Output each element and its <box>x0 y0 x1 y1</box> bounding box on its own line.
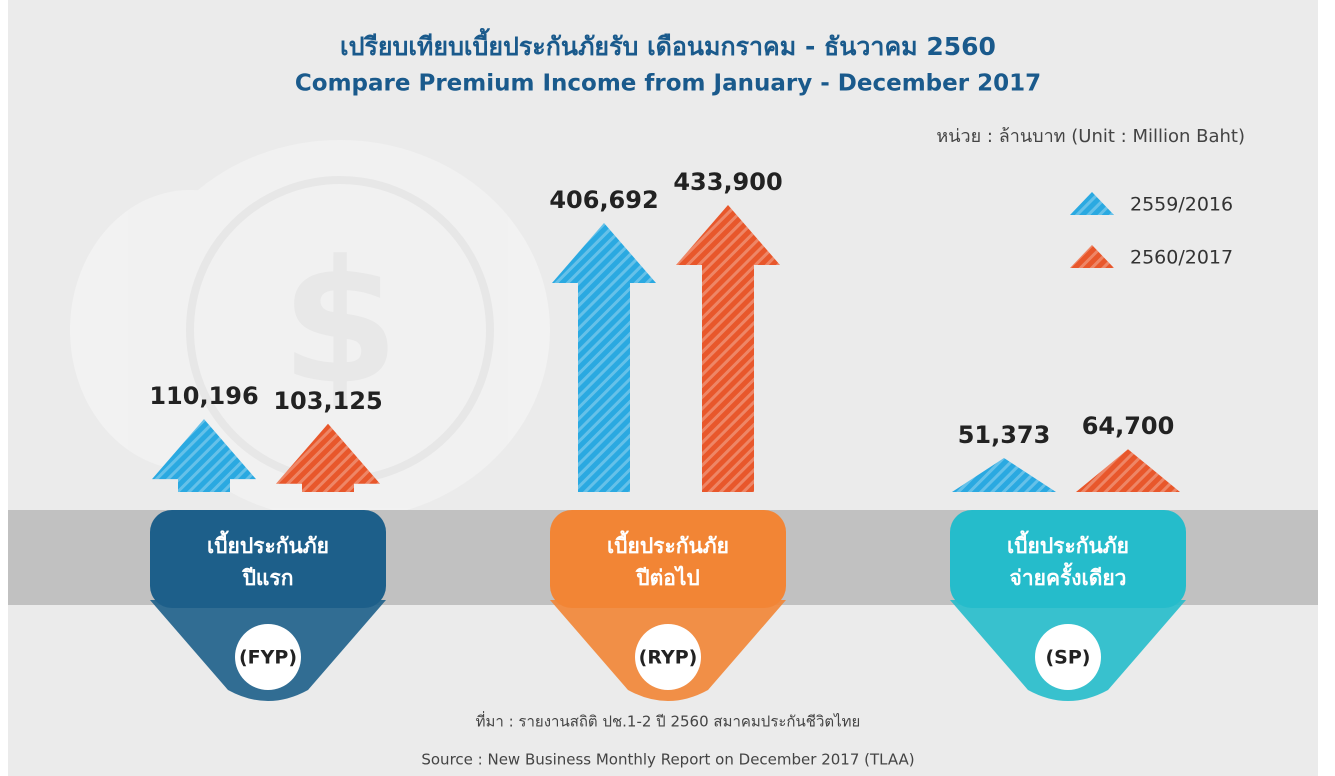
category-description: จ่ายครั้งเดียว <box>1010 562 1127 590</box>
category-description: เบี้ยประกันภัย <box>207 530 329 558</box>
legend-label: 2560/2017 <box>1130 247 1233 269</box>
value-label: 51,373 <box>958 421 1051 449</box>
category-description: เบี้ยประกันภัย <box>607 530 729 558</box>
legend-label: 2559/2016 <box>1130 194 1233 216</box>
source: ที่มา : รายงานสถิติ ปช.1-2 ปี 2560 สมาคม… <box>476 711 861 731</box>
value-label: 64,700 <box>1082 412 1175 440</box>
category-box <box>150 510 386 608</box>
chart: $ เปรียบเทียบเบี้ยประกันภัยรับ เดือนมกรา… <box>0 0 1335 776</box>
category-box <box>550 510 786 608</box>
value-label: 433,900 <box>673 168 782 196</box>
unit-note: หน่วย : ล้านบาท (Unit : Million Baht) <box>936 126 1245 147</box>
value-label: 406,692 <box>549 186 658 214</box>
category-box <box>950 510 1186 608</box>
category-description: ปีต่อไป <box>635 565 700 590</box>
source-en: Source : New Business Monthly Report on … <box>421 751 914 769</box>
category-description: ปีแรก <box>241 566 294 590</box>
chart-subtitle: Compare Premium Income from January - De… <box>295 71 1041 97</box>
category-label: (SP) <box>1046 647 1091 669</box>
category-label: (RYP) <box>639 647 698 669</box>
value-label: 110,196 <box>149 382 258 410</box>
value-label: 103,125 <box>273 387 382 415</box>
category-description: เบี้ยประกันภัย <box>1007 530 1129 558</box>
chart-title: เปรียบเทียบเบี้ยประกันภัยรับ เดือนมกราคม… <box>340 27 996 61</box>
category-label: (FYP) <box>239 647 297 669</box>
